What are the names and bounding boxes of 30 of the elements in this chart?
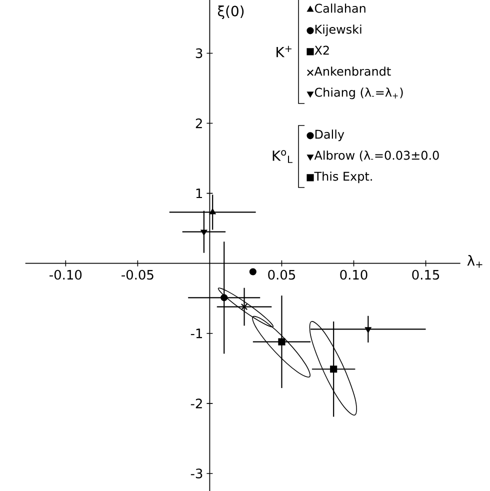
- x-tick-label: 0.10: [340, 270, 368, 280]
- point: [200, 230, 207, 236]
- legend-label: Dally: [315, 130, 344, 142]
- y-tick-label: -3: [190, 468, 202, 478]
- point: [364, 327, 372, 333]
- x-tick-label: -0.10: [49, 270, 82, 280]
- point: [240, 303, 248, 310]
- y-tick-label: -1: [190, 328, 202, 338]
- annotation: K$^{+}$: [276, 46, 292, 58]
- point: [330, 366, 337, 373]
- point: [278, 338, 286, 346]
- y-tick-label: 2: [196, 118, 202, 128]
- point: [209, 208, 216, 214]
- y-axis-title: ξ(0): [218, 6, 244, 20]
- legend-label: X2: [314, 46, 329, 55]
- y-tick-label: 3: [196, 48, 202, 58]
- legend-label: This Expt.: [314, 172, 372, 184]
- x-tick-label: -0.05: [121, 270, 154, 280]
- x-axis-title: λ$_{+}$: [467, 255, 482, 268]
- y-tick-label: 1: [196, 188, 202, 198]
- x-tick-label: 0.05: [268, 270, 295, 280]
- legend-label: Callahan: [314, 4, 366, 13]
- legend-label: Chiang (λ$_{-}$=λ$_{+}$): [314, 88, 403, 100]
- point: [249, 268, 256, 276]
- annotation: K$^{o}$L: [272, 150, 292, 163]
- legend-label: Albrow (λ$_{-}$=0.03±0.0: [314, 150, 439, 162]
- y-tick-label: -2: [190, 398, 202, 408]
- legend-label: Ankenbrandt: [314, 66, 391, 76]
- x-tick-label: 0.15: [412, 270, 439, 280]
- legend-label: Kijewski: [315, 24, 362, 36]
